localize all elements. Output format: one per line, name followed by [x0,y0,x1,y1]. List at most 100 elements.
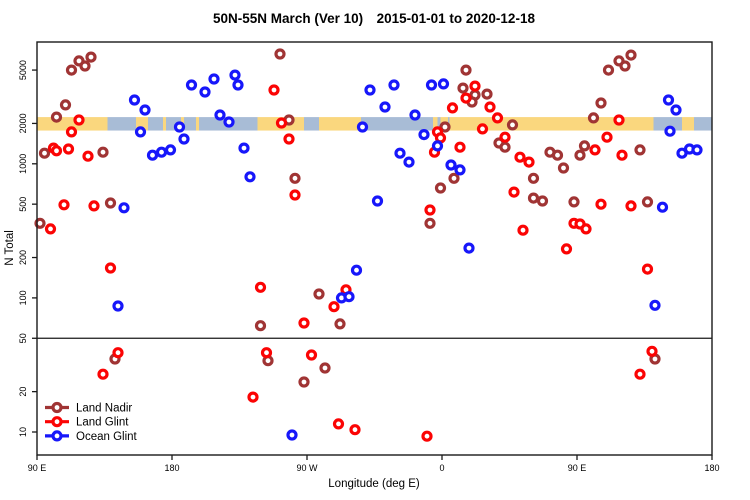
point-land-nadir [551,149,564,161]
point-land-glint [424,204,436,216]
point-land-nadir [334,318,346,330]
point-ocean-glint [208,73,220,85]
point-land-nadir [424,217,436,229]
point-land-glint [62,143,75,155]
point-land-glint [625,200,637,212]
point-ocean-glint [691,144,703,156]
point-land-glint [601,131,613,143]
point-ocean-glint [418,129,430,141]
y-tick-label: 100 [18,290,28,305]
point-land-glint [104,262,117,274]
point-land-nadir [50,111,63,123]
legend-marker-land-glint [51,416,63,428]
point-land-glint [634,368,646,380]
plot-frame [36,41,713,456]
point-land-glint [73,114,85,126]
y-tick-label: 1000 [18,154,28,174]
band-segment-land [433,117,438,131]
y-tick-label: 5000 [18,60,28,80]
point-land-glint [514,151,526,163]
band-segment-ocean [694,117,712,131]
band-segment-ocean [653,117,682,131]
point-land-glint [112,347,124,359]
point-land-glint [421,430,433,442]
point-land-glint [454,141,466,153]
point-ocean-glint [118,202,130,214]
point-ocean-glint [409,109,421,121]
point-land-glint [82,150,94,162]
point-land-nadir [587,112,600,124]
point-land-glint [641,263,654,275]
point-land-glint [275,117,288,129]
point-ocean-glint [134,126,147,138]
point-land-glint [613,114,625,126]
point-land-glint [616,149,628,161]
point-land-glint [460,92,472,104]
point-ocean-glint [454,164,466,176]
point-land-nadir [313,288,325,300]
point-ocean-glint [425,79,438,91]
y-axis-ticks: 10 20 50 100 200 500 1000 2000 5000 [18,60,37,437]
y-tick-label: 20 [18,387,28,397]
point-land-glint [97,368,109,380]
band-segment-ocean [184,117,196,131]
point-land-nadir [85,51,97,63]
point-land-glint [595,198,607,210]
band-segment-ocean [437,117,441,131]
point-ocean-glint [128,94,141,106]
point-ocean-glint [214,109,226,121]
point-land-nadir [97,146,109,158]
point-ocean-glint [185,79,198,91]
point-ocean-glint [431,140,444,152]
point-ocean-glint [656,201,669,213]
x-axis-ticks: 90 E 180 90 W 0 90 E 180 [28,455,720,473]
band-segment-land [682,117,694,131]
point-land-nadir [499,141,511,153]
x-tick-label: 180 [704,463,719,473]
point-ocean-glint [445,159,457,171]
point-ocean-glint [463,242,475,254]
point-land-nadir [457,82,469,94]
x-tick-label: 90 E [568,463,587,473]
point-ocean-glint [244,171,256,183]
point-land-nadir [34,217,46,229]
point-ocean-glint [664,125,676,137]
band-segment-land [163,117,166,131]
point-ocean-glint [364,84,376,96]
point-ocean-glint [229,69,241,81]
point-land-nadir [448,172,460,184]
point-land-nadir [434,182,447,194]
point-land-nadir [481,88,493,100]
point-ocean-glint [238,142,250,154]
point-land-glint [646,345,658,357]
y-tick-label: 2000 [18,113,28,133]
point-ocean-glint [112,300,124,312]
point-land-glint [469,80,481,92]
point-ocean-glint [155,146,168,158]
band-segment-land [196,117,199,131]
point-land-nadir [578,140,591,152]
point-land-nadir [634,144,646,156]
point-land-nadir [595,97,607,109]
point-land-nadir [319,362,331,374]
point-ocean-glint [343,291,355,303]
legend: Land Nadir Land Glint Ocean Glint [45,401,138,443]
point-land-nadir [254,320,267,332]
y-tick-label: 10 [18,427,28,437]
point-ocean-glint [199,86,211,98]
band-segment-ocean [107,117,136,131]
band-segment-ocean [148,117,163,131]
point-land-nadir [460,64,472,76]
point-land-nadir [536,195,549,207]
point-land-nadir [527,172,540,184]
point-land-glint [499,131,511,143]
point-ocean-glint [232,79,244,91]
point-land-nadir [65,64,78,76]
y-tick-label: 50 [18,333,28,343]
point-ocean-glint [173,121,186,133]
data-points [34,48,703,442]
point-ocean-glint [178,133,190,145]
point-land-glint [349,424,361,436]
